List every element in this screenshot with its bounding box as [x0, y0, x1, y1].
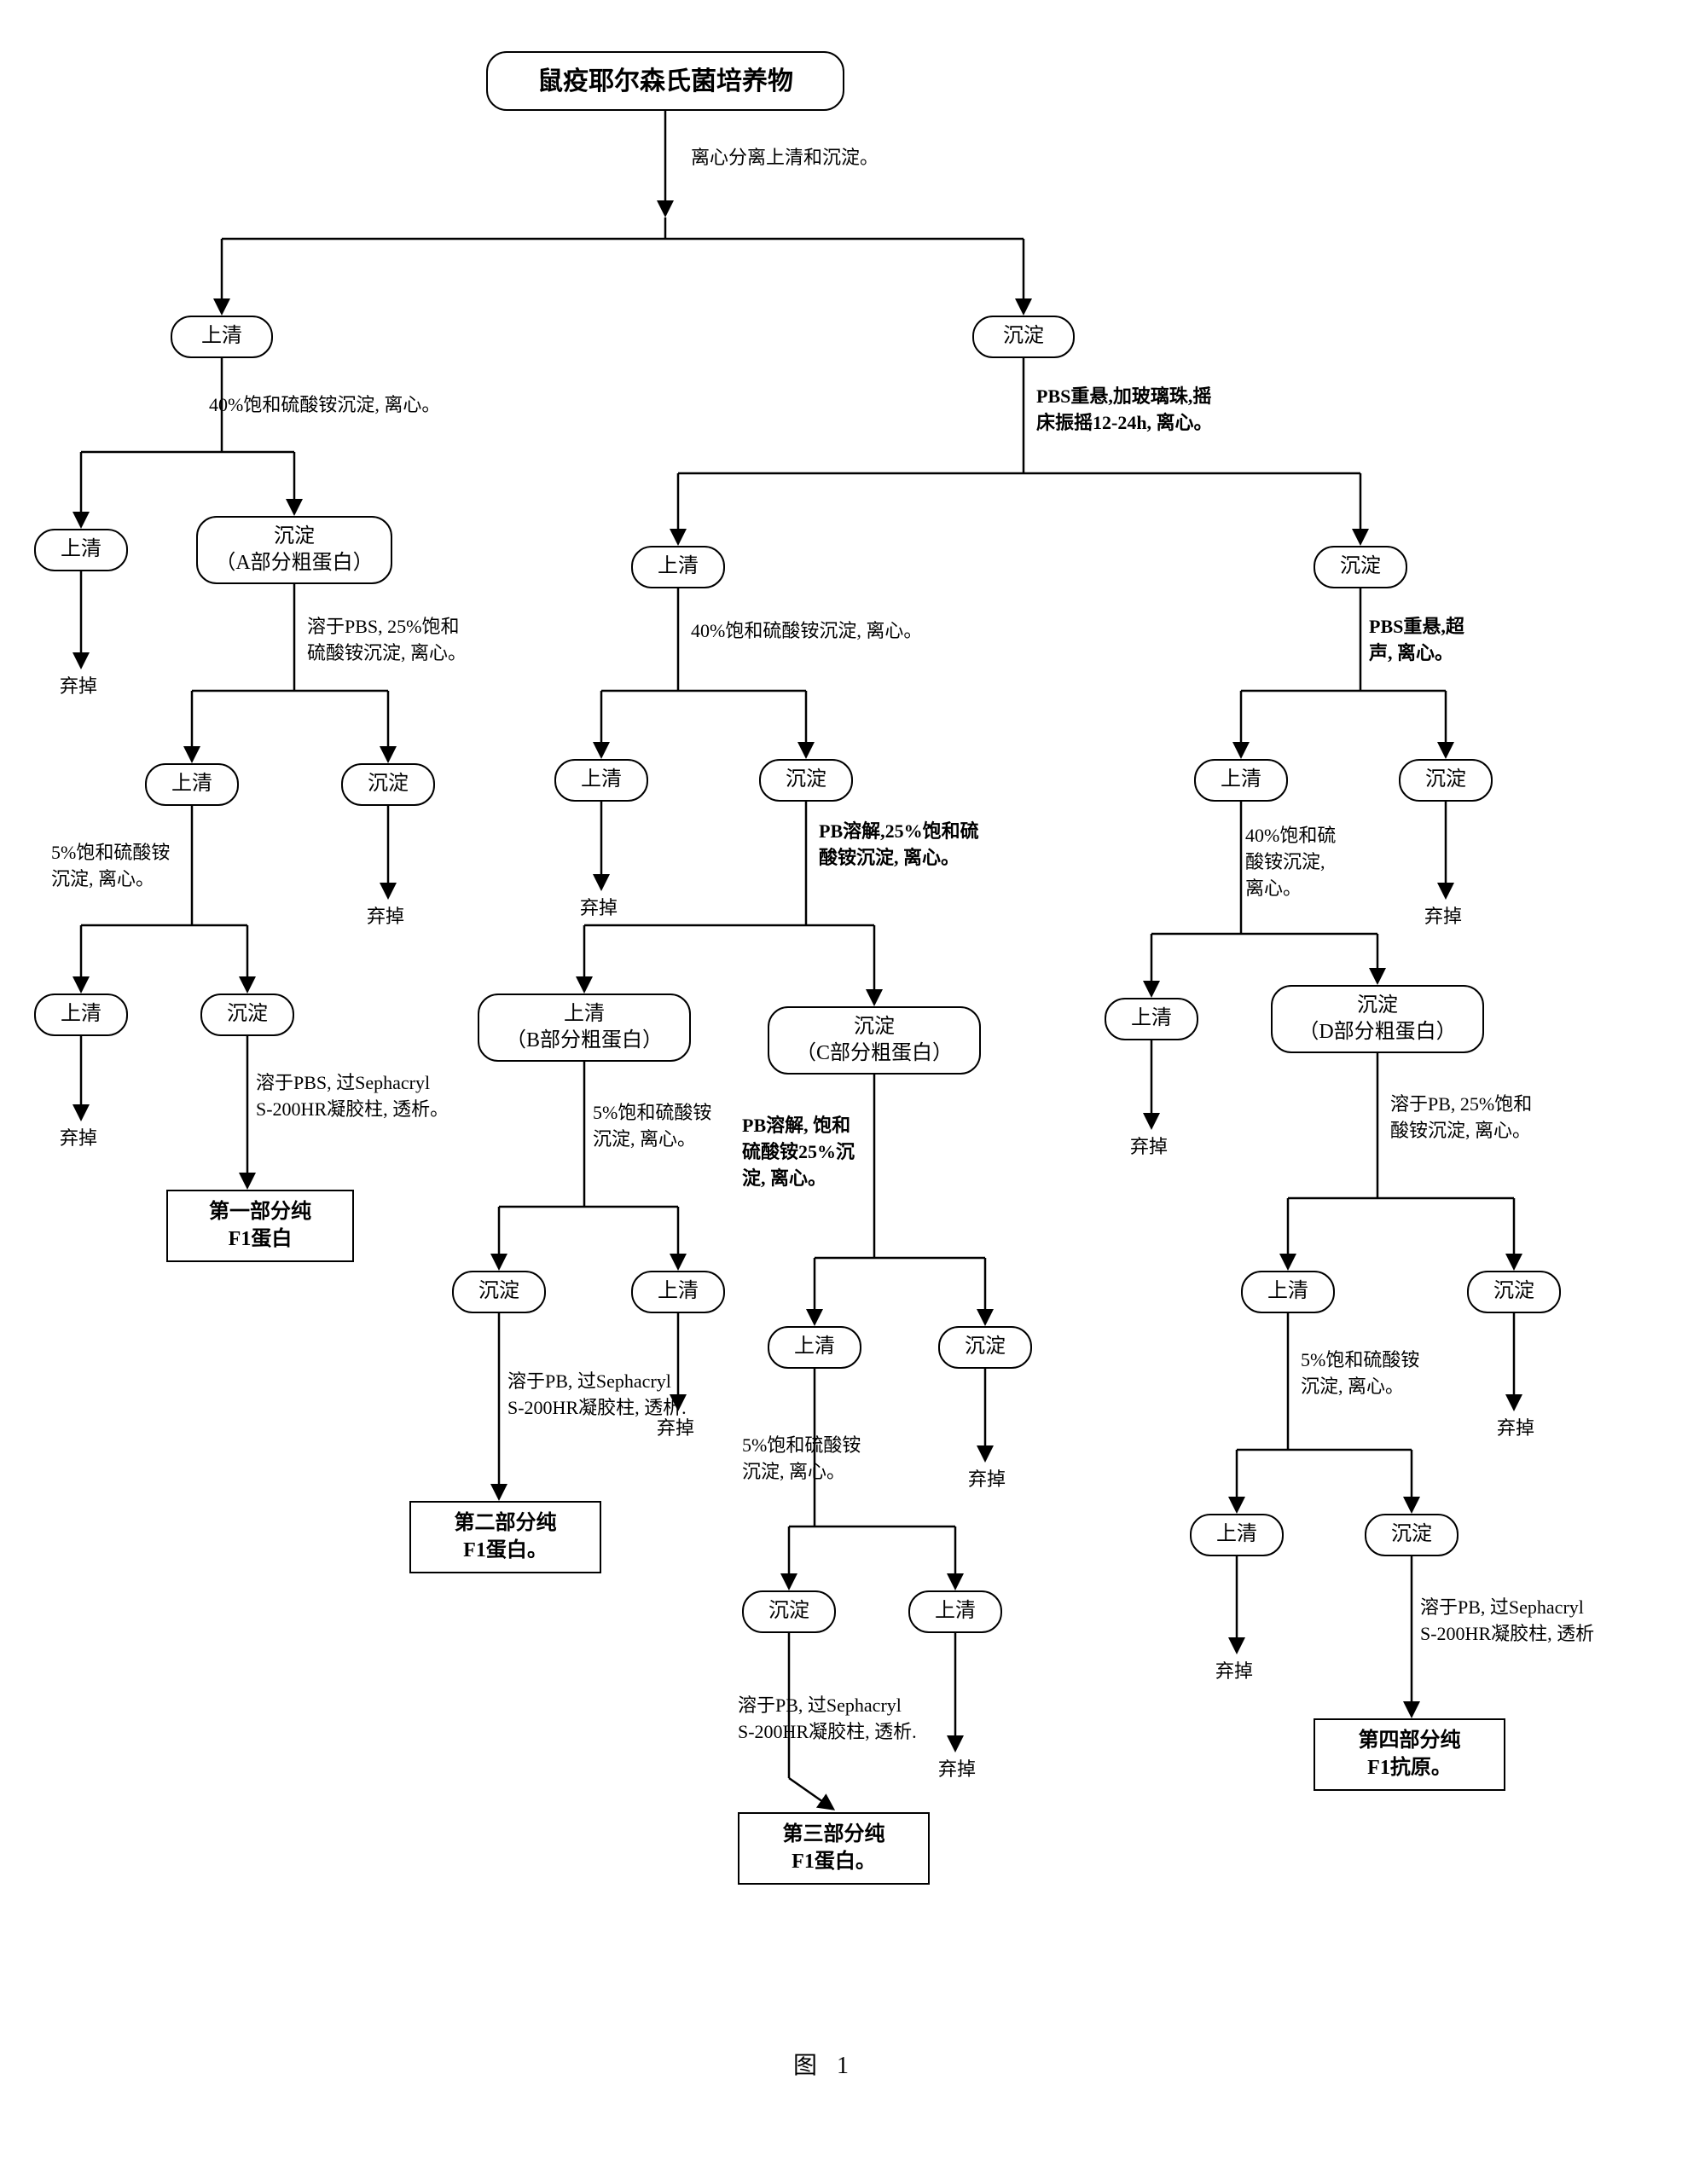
node-label: 沉淀 — [786, 767, 826, 793]
node-label: 沉淀 （D部分粗蛋白） — [1298, 993, 1456, 1046]
node-label: 上清 — [1267, 1278, 1308, 1305]
node-prec-r1: 沉淀 — [1399, 759, 1493, 802]
node-label: 沉淀 （C部分粗蛋白） — [796, 1014, 953, 1067]
edge-label-supr1: 40%饱和硫 酸铵沉淀, 离心。 — [1245, 823, 1336, 901]
edge-label-precc: PB溶解, 饱和 硫酸铵25%沉 淀, 离心。 — [742, 1113, 855, 1191]
node-prec-c1: 沉淀 — [938, 1326, 1032, 1369]
node-pure1: 第一部分纯 F1蛋白 — [166, 1190, 354, 1262]
edge-label-supc1: 5%饱和硫酸铵 沉淀, 离心。 — [742, 1433, 861, 1486]
discard-9: 弃掉 — [1130, 1134, 1168, 1161]
discard-1: 弃掉 — [60, 674, 97, 700]
node-prec-b1: 沉淀 — [452, 1271, 546, 1313]
node-label: 上清 — [171, 771, 212, 797]
discard-10: 弃掉 — [1497, 1416, 1534, 1442]
edge-label-prec4a: 溶于PBS, 过Sephacryl S-200HR凝胶柱, 透析。 — [256, 1070, 449, 1123]
discard-3: 弃掉 — [60, 1126, 97, 1152]
node-label: 沉淀 — [768, 1598, 809, 1625]
node-label: 第一部分纯 F1蛋白 — [209, 1199, 311, 1252]
node-label: 沉淀 — [1425, 767, 1466, 793]
node-root: 鼠疫耶尔森氏菌培养物 — [486, 51, 844, 111]
edge-label-supd1: 5%饱和硫酸铵 沉淀, 离心。 — [1301, 1347, 1419, 1400]
edge-label-preca: 溶于PBS, 25%饱和 硫酸铵沉淀, 离心。 — [307, 614, 467, 667]
edge-label-sup3a: 5%饱和硫酸铵 沉淀, 离心。 — [51, 840, 170, 893]
node-prec-c: 沉淀 （C部分粗蛋白） — [768, 1006, 981, 1075]
node-prec-d2: 沉淀 — [1365, 1514, 1459, 1556]
node-label: 上清 — [794, 1334, 835, 1360]
node-sup-r2: 上清 — [1105, 998, 1198, 1040]
node-prec-m2: 沉淀 — [759, 759, 853, 802]
node-label: 鼠疫耶尔森氏菌培养物 — [537, 65, 793, 98]
edge-label-precm2: PB溶解,25%饱和硫 酸铵沉淀, 离心。 — [819, 819, 979, 872]
node-label: 上清 — [201, 323, 242, 350]
node-sup-c2: 上清 — [908, 1590, 1002, 1633]
node-sup-r1: 上清 — [1194, 759, 1288, 802]
node-sup-m2: 上清 — [554, 759, 648, 802]
node-prec-c2: 沉淀 — [742, 1590, 836, 1633]
node-label: 上清 — [581, 767, 622, 793]
node-label: 第二部分纯 F1蛋白。 — [455, 1510, 557, 1563]
node-label: 第四部分纯 F1抗原。 — [1359, 1728, 1461, 1781]
node-label: 上清 — [61, 536, 101, 563]
node-prec-l4a: 沉淀 — [200, 994, 294, 1036]
node-label: 沉淀 — [1003, 323, 1044, 350]
node-prec-a: 沉淀 （A部分粗蛋白） — [196, 516, 392, 584]
node-label: 上清 — [1216, 1521, 1257, 1548]
node-sup-b: 上清 （B部分粗蛋白） — [478, 994, 691, 1062]
node-sup-c1: 上清 — [768, 1326, 861, 1369]
node-label: 沉淀 — [965, 1334, 1006, 1360]
node-label: 上清 — [658, 553, 699, 580]
node-precipitate-l1: 沉淀 — [972, 316, 1075, 358]
node-label: 沉淀 — [1493, 1278, 1534, 1305]
edge-label-supm1: 40%饱和硫酸铵沉淀, 离心。 — [691, 618, 922, 645]
edge-label-supb: 5%饱和硫酸铵 沉淀, 离心。 — [593, 1100, 711, 1153]
edge-label-precb1: 溶于PB, 过Sephacryl S-200HR凝胶柱, 透析. — [507, 1369, 687, 1422]
node-sup-l4a: 上清 — [34, 994, 128, 1036]
node-label: 沉淀 — [227, 1001, 268, 1028]
discard-5: 弃掉 — [657, 1416, 694, 1442]
node-prec-d: 沉淀 （D部分粗蛋白） — [1271, 985, 1484, 1053]
node-label: 沉淀 — [478, 1278, 519, 1305]
node-label: 上清 — [935, 1598, 976, 1625]
node-sup-d1: 上清 — [1241, 1271, 1335, 1313]
node-pure4: 第四部分纯 F1抗原。 — [1314, 1718, 1505, 1791]
discard-2: 弃掉 — [367, 904, 404, 930]
node-sup-m1: 上清 — [631, 546, 725, 588]
edge-label-supl1: 40%饱和硫酸铵沉淀, 离心。 — [209, 392, 440, 419]
discard-7: 弃掉 — [938, 1757, 976, 1783]
node-prec-d1: 沉淀 — [1467, 1271, 1561, 1313]
node-supernatant-l1: 上清 — [171, 316, 273, 358]
node-label: 沉淀 （A部分粗蛋白） — [215, 524, 373, 576]
node-pure2: 第二部分纯 F1蛋白。 — [409, 1501, 601, 1573]
discard-6: 弃掉 — [968, 1467, 1006, 1493]
node-label: 沉淀 — [1391, 1521, 1432, 1548]
node-pure3: 第三部分纯 F1蛋白。 — [738, 1812, 930, 1885]
node-label: 沉淀 — [368, 771, 409, 797]
node-label: 上清 — [1221, 767, 1261, 793]
figure-caption: 图 1 — [793, 2047, 855, 2081]
node-label: 上清 （B部分粗蛋白） — [506, 1001, 663, 1054]
node-label: 上清 — [61, 1001, 101, 1028]
edge-label-precd2: 溶于PB, 过Sephacryl S-200HR凝胶柱, 透析 — [1420, 1595, 1594, 1648]
node-label: 第三部分纯 F1蛋白。 — [783, 1822, 885, 1874]
node-label: 上清 — [1131, 1005, 1172, 1032]
edge-label-root: 离心分离上清和沉淀。 — [691, 145, 879, 171]
edge-label-precl1: PBS重悬,加玻璃珠,摇 床振摇12-24h, 离心。 — [1036, 384, 1213, 437]
discard-4: 弃掉 — [580, 895, 618, 922]
node-label: 沉淀 — [1340, 553, 1381, 580]
node-sup-l2a: 上清 — [34, 529, 128, 571]
node-sup-d2: 上清 — [1190, 1514, 1284, 1556]
edge-label-precm1: PBS重悬,超 声, 离心。 — [1369, 614, 1464, 667]
node-sup-b1: 上清 — [631, 1271, 725, 1313]
node-label: 上清 — [658, 1278, 699, 1305]
discard-8: 弃掉 — [1424, 904, 1462, 930]
discard-11: 弃掉 — [1215, 1659, 1253, 1685]
node-prec-m1: 沉淀 — [1314, 546, 1407, 588]
node-prec-l3a: 沉淀 — [341, 763, 435, 806]
edge-label-precc2: 溶于PB, 过Sephacryl S-200HR凝胶柱, 透析. — [738, 1693, 917, 1746]
node-sup-l3a: 上清 — [145, 763, 239, 806]
edge-label-precd: 溶于PB, 25%饱和 酸铵沉淀, 离心。 — [1390, 1092, 1532, 1144]
